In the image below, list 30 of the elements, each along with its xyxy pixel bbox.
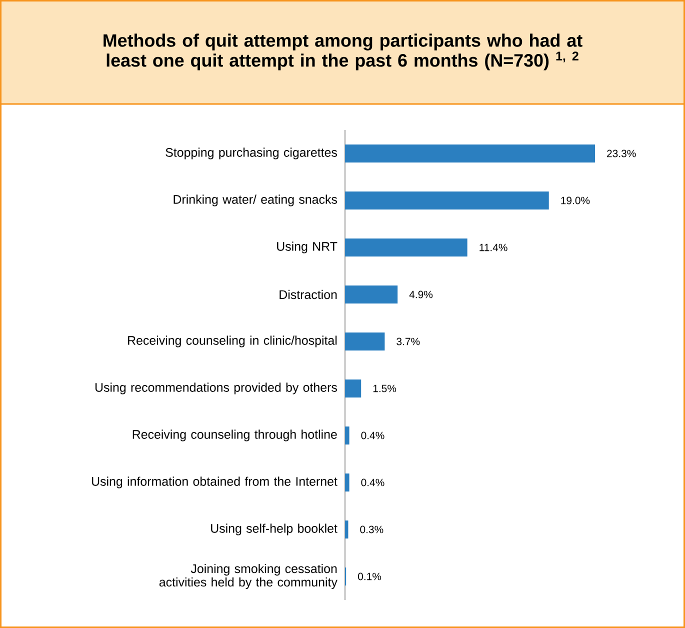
bar xyxy=(345,332,385,350)
data-label: 11.4% xyxy=(480,244,508,252)
data-label: 0.4% xyxy=(361,432,384,440)
y-tick-label: Using self-help booklet xyxy=(211,524,338,536)
y-tick-label: Stopping purchasing cigarettes xyxy=(166,148,337,160)
bar xyxy=(345,379,362,398)
y-tick-label: Distraction xyxy=(280,290,337,300)
bar xyxy=(345,144,596,162)
bar xyxy=(345,191,549,210)
data-label: 3.7% xyxy=(396,338,420,346)
data-label: 0.1% xyxy=(358,572,382,580)
bar xyxy=(345,285,398,304)
data-label: 0.3% xyxy=(360,526,384,534)
data-label: 23.3% xyxy=(607,150,636,158)
y-tick-label: Using recommendations provided by others xyxy=(95,382,337,394)
bar xyxy=(345,238,468,256)
data-label: 1.5% xyxy=(373,384,396,392)
bar xyxy=(345,473,350,492)
y-tick-label: Drinking water/ eating snacks xyxy=(174,194,337,206)
data-label: 0.4% xyxy=(361,478,384,486)
bar xyxy=(345,426,350,444)
data-label: 4.9% xyxy=(409,290,433,298)
y-tick-label: Using information obtained from the Internet xyxy=(92,476,338,488)
y-tick-label: Receiving counseling through hotline xyxy=(132,430,337,442)
chart-title: Methods of quit attempt among participants who had at least one quit attempt in the past 6 months (N=730) $^{1, 2}$ xyxy=(104,34,582,70)
data-label: 19.0% xyxy=(561,196,590,204)
y-tick-label: Receiving counseling in clinic/hospital xyxy=(128,336,337,348)
y-tick-label: Joining smoking cessation activities held by the community xyxy=(159,564,338,590)
y-tick-label: Using NRT xyxy=(277,242,338,254)
bar xyxy=(345,520,348,538)
